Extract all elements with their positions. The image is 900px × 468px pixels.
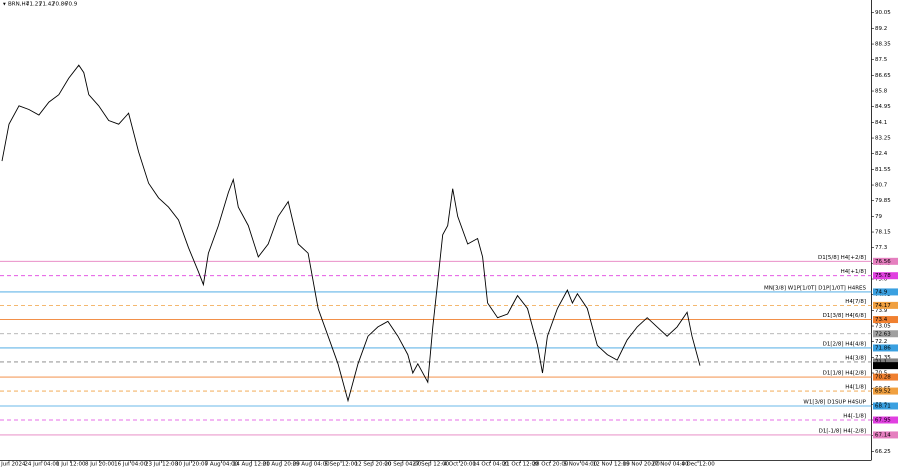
level-label: D1[2/8] H4[4/8] [823,341,866,347]
x-tick-label: 24 Jun 04:00 [24,462,59,468]
price-box [873,387,898,395]
level-label: W1[3/8] D1SUP H4SUP [803,400,866,406]
price-box-label: 70.28 [875,375,891,381]
y-tick-label: 77.3 [875,245,888,251]
y-tick-label: 73.9 [875,308,888,314]
x-tick-label: 23 Jul 12:00 [145,462,178,468]
price-box [873,373,898,381]
current-price-box [873,362,898,370]
x-tick-label: 7 Aug 04:00 [205,462,239,468]
x-tick-label: 27 Nov 04:00 [652,462,690,468]
level-label: D1[-1/8] H4[-2/8] [819,428,866,434]
y-tick-label: 70.5 [875,371,888,377]
ohlc-value: 70.9 [65,2,78,8]
y-tick-label: 81.55 [875,167,891,173]
y-tick-label: 87.5 [875,57,888,63]
price-box-label: 67.14 [875,432,891,438]
price-box [873,330,898,338]
level-label: D1[1/8] H4[2/8] [823,371,866,377]
x-tick-label: 4 Oct 20:00 [444,462,477,468]
level-label: H4[3/8] [845,355,866,361]
price-box [873,288,898,296]
price-box [873,316,898,324]
price-box-label: 69.52 [875,389,891,395]
price-box-label: 68.71 [875,404,891,410]
price-box [873,402,898,410]
current-price-label: 70.9 [875,363,888,369]
x-tick-label: 19 Nov 20:00 [623,462,661,468]
y-tick-label: 90.05 [875,10,891,16]
x-tick-label: 29 Aug 04:00 [293,462,331,468]
x-tick-label: 1 Jul 12:00 [56,462,86,468]
price-box-label: 75.78 [875,273,891,279]
price-box-label: 67.95 [875,418,891,424]
x-tick-label: 14 Oct 04:00 [473,462,509,468]
x-tick-label: 16 Jul 04:00 [114,462,147,468]
x-tick-label: 12 Nov 12:00 [593,462,631,468]
y-tick-label: 85.8 [875,89,888,95]
y-tick-label: 80.7 [875,183,888,189]
y-tick-label: 75.6 [875,277,888,283]
ohlc-value: 71.21 [26,2,42,8]
price-box-label: 74.17 [875,303,891,309]
price-box [873,301,898,309]
price-box-label: 73.4 [875,317,888,323]
x-tick-label: 14 Jun 2024 [0,462,26,468]
y-tick-label: 82.4 [875,151,888,157]
x-tick-label: 21 Aug 20:00 [263,462,301,468]
x-tick-label: 5 Nov 04:00 [564,462,598,468]
x-tick-label: 30 Jul 20:00 [175,462,208,468]
level-label: D1[5/8] H4[+2/8] [818,255,866,261]
price-box-label: 76.56 [875,259,891,265]
price-box [873,257,898,265]
y-tick-label: 72.2 [875,339,887,345]
level-label: MN[3/8] W1P[1/0T] D1P[1/0T] H4RES [764,285,866,291]
level-label: H4[7/8] [845,299,866,305]
level-label: H4[-1/8] [843,414,866,420]
ohlc-value: 71.42 [39,2,55,8]
x-tick-label: 28 Oct 20:00 [533,462,569,468]
price-box-label: 72.63 [875,331,891,337]
x-tick-label: 20 Sep 04:00 [385,462,422,468]
header-marker: ▾ [3,2,6,8]
ohlc-value: 70.86 [52,2,68,8]
x-tick-label: 4 Dec 12:00 [681,462,715,468]
level-label: H4[1/8] [845,385,866,391]
x-tick-label: 8 Jul 20:00 [85,462,115,468]
level-label: H4[+1/8] [841,269,866,275]
y-tick-label: 78.15 [875,230,891,236]
x-tick-label: 21 Oct 12:00 [503,462,539,468]
price-box-label: 71.86 [875,345,891,351]
price-box [873,358,898,366]
y-tick-label: 79 [875,214,882,220]
y-tick-label: 73.05 [875,324,891,330]
symbol: BRN,H4 [8,2,30,8]
x-tick-label: 14 Aug 12:00 [233,462,271,468]
x-tick-label: 12 Sep 20:00 [355,462,392,468]
price-line [1,64,701,403]
y-tick-label: 79.85 [875,198,891,204]
x-tick-label: 5 Sep 12:00 [324,462,358,468]
price-box [873,431,898,439]
price-box [873,272,898,280]
y-tick-label: 88.35 [875,42,891,48]
x-tick-label: 27 Sep 12:00 [412,462,449,468]
y-tick-label: 84.1 [875,120,887,126]
y-tick-label: 71.35 [875,355,891,361]
y-tick-label: 84.95 [875,104,891,110]
y-tick-label: 66.25 [875,449,891,455]
price-box [873,416,898,424]
y-tick-label: 89.2 [875,26,887,32]
level-label: D1[3/8] H4[6/8] [823,313,866,319]
price-box [873,344,898,352]
y-tick-label: 83.25 [875,136,891,142]
price-box-label: 74.9 [875,289,888,295]
y-tick-label: 86.65 [875,73,891,79]
